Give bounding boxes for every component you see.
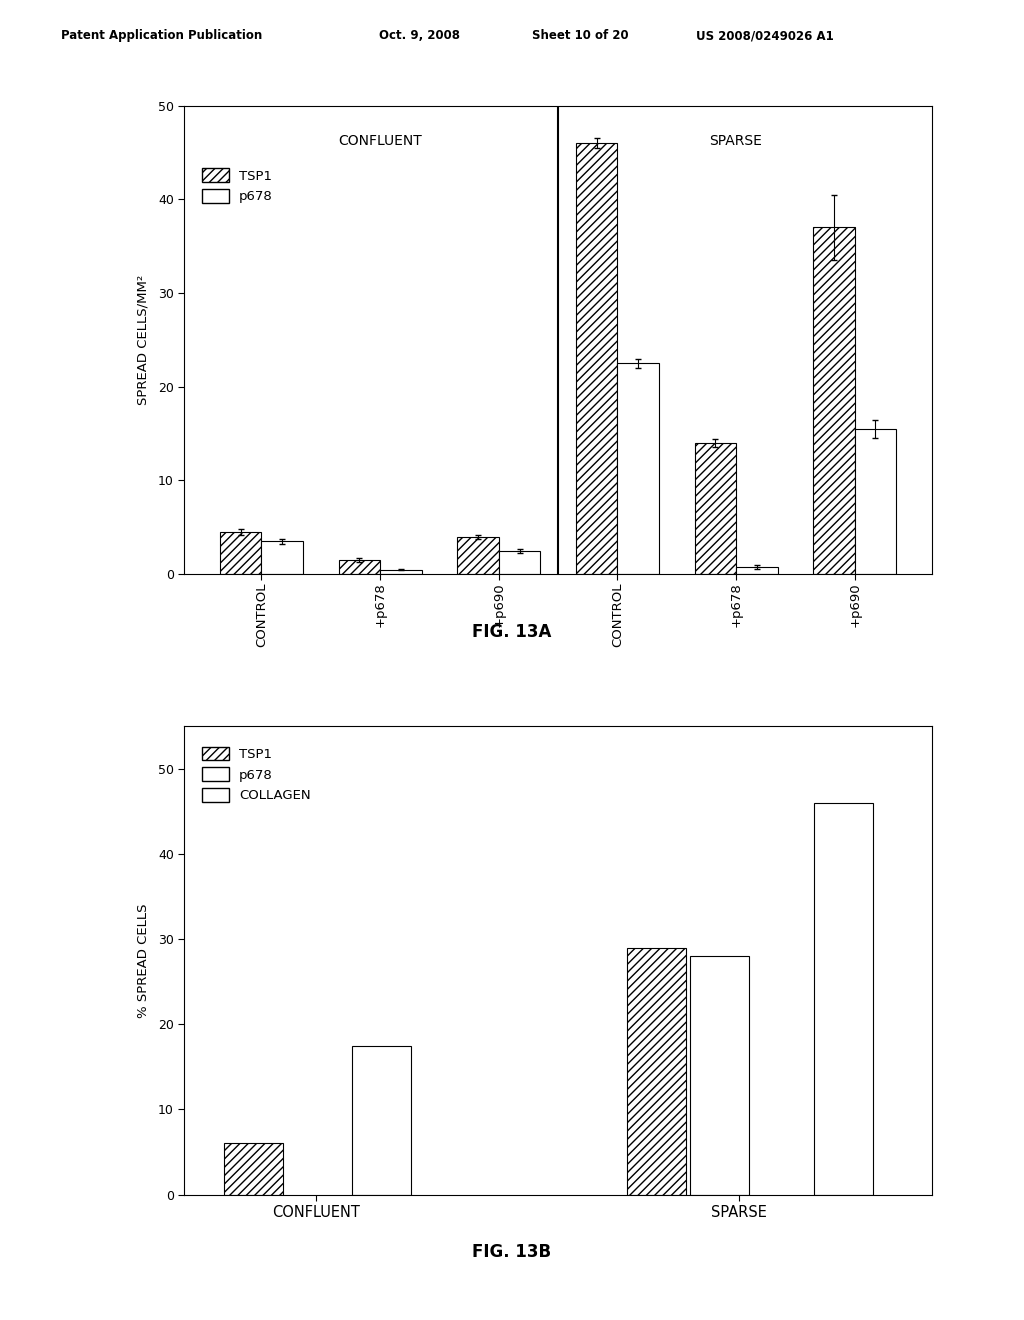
Y-axis label: SPREAD CELLS/MM²: SPREAD CELLS/MM²: [136, 275, 150, 405]
Y-axis label: % SPREAD CELLS: % SPREAD CELLS: [136, 903, 150, 1018]
Bar: [617, 363, 658, 574]
Text: FIG. 13B: FIG. 13B: [472, 1243, 552, 1262]
Bar: [261, 541, 303, 574]
Text: Patent Application Publication: Patent Application Publication: [61, 29, 263, 42]
Text: US 2008/0249026 A1: US 2008/0249026 A1: [696, 29, 835, 42]
Bar: [223, 1143, 283, 1195]
Legend: TSP1, p678: TSP1, p678: [202, 169, 272, 203]
Bar: [458, 537, 499, 574]
Legend: TSP1, p678, COLLAGEN: TSP1, p678, COLLAGEN: [202, 747, 310, 803]
Bar: [351, 1045, 411, 1195]
Bar: [627, 948, 686, 1195]
Bar: [694, 444, 736, 574]
Bar: [380, 569, 422, 574]
Bar: [736, 566, 777, 574]
Bar: [813, 227, 855, 574]
Bar: [499, 550, 541, 574]
Text: Sheet 10 of 20: Sheet 10 of 20: [532, 29, 629, 42]
Text: Oct. 9, 2008: Oct. 9, 2008: [379, 29, 460, 42]
Text: SPARSE: SPARSE: [710, 133, 763, 148]
Bar: [220, 532, 261, 574]
Bar: [575, 143, 617, 574]
Bar: [690, 956, 749, 1195]
Text: FIG. 13A: FIG. 13A: [472, 623, 552, 642]
Bar: [814, 803, 872, 1195]
Text: CONFLUENT: CONFLUENT: [338, 133, 422, 148]
Bar: [855, 429, 896, 574]
Bar: [339, 560, 380, 574]
